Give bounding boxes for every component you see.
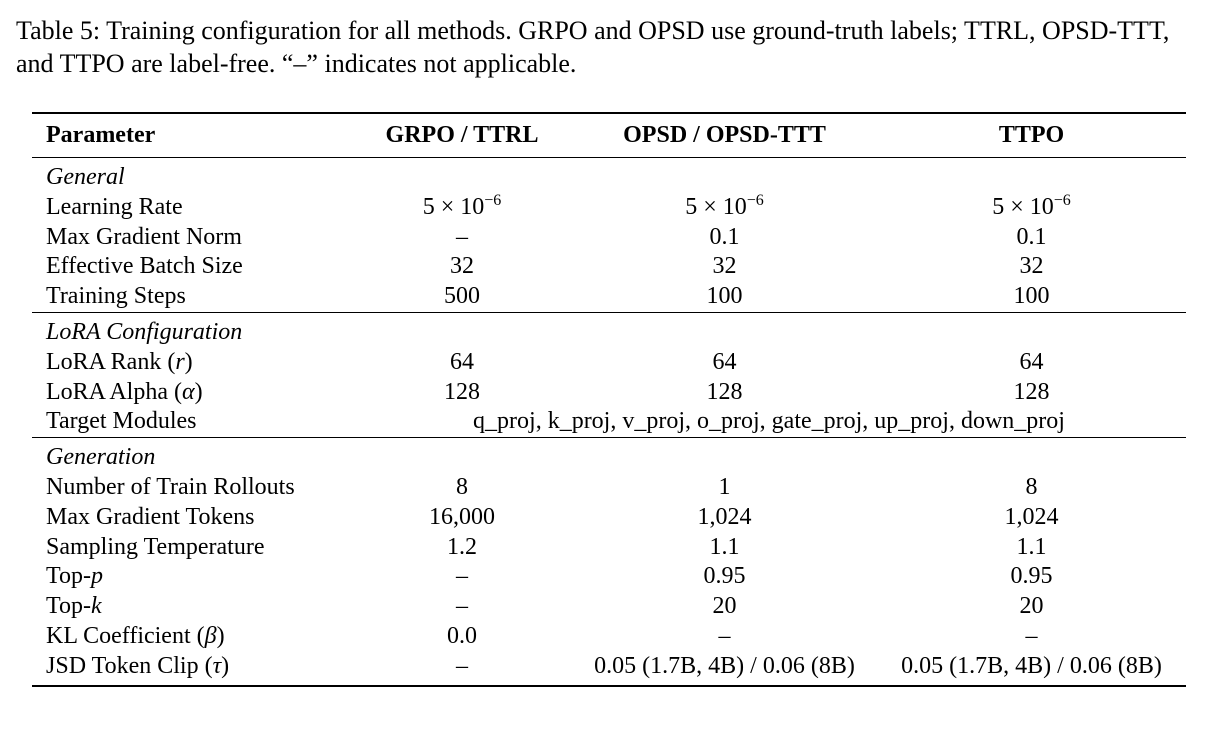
row-label: Number of Train Rollouts [46,473,295,500]
cell: 0.1 [1016,223,1047,250]
row-label: Max Gradient Tokens [46,503,255,530]
cell: 1.1 [1016,533,1047,560]
cell: 100 [706,283,743,310]
section-title: LoRA Configuration [32,311,1186,348]
table-row: KL Coefficient (β) 0.0 – – [32,622,1186,652]
row-label: Max Gradient Norm [46,223,242,250]
section-general: General [32,158,1186,193]
cell: 8 [1025,473,1038,500]
table-row: Max Gradient Norm – 0.1 0.1 [32,223,1186,253]
table-row: LoRA Rank (r) 64 64 64 [32,348,1186,378]
cell: – [718,622,731,649]
table-caption: Table 5: Training configuration for all … [16,16,1170,78]
cell: 32 [712,253,737,280]
section-lora: LoRA Configuration [32,311,1186,348]
cell: 1,024 [1004,503,1059,530]
cell: 64 [712,348,737,375]
cell: 32 [1019,253,1044,280]
cell: 500 [444,283,480,310]
row-label: Training Steps [46,283,186,310]
training-config-table: Parameter GRPO / TTRL OPSD / OPSD-TTT TT… [32,112,1186,687]
table-row: JSD Token Clip (τ) – 0.05 (1.7B, 4B) / 0… [32,651,1186,687]
table-row: LoRA Alpha (α) 128 128 128 [32,378,1186,408]
cell: – [456,593,468,620]
row-label: Effective Batch Size [46,253,243,280]
cell: – [456,563,468,590]
header-opsd: OPSD / OPSD-TTT [572,112,877,158]
cell: 0.05 (1.7B, 4B) / 0.06 (8B) [572,651,877,687]
cell: 5 × 10−6 [685,191,764,220]
row-label: Learning Rate [46,193,183,220]
row-label: Top-k [46,593,102,620]
row-label: JSD Token Clip (τ) [32,651,352,687]
cell: 0.95 [1010,563,1053,590]
section-title: General [46,164,125,190]
header-row: Parameter GRPO / TTRL OPSD / OPSD-TTT TT… [32,112,1186,158]
cell: 128 [1013,378,1050,405]
table-row: Learning Rate 5 × 10−6 5 × 10−6 5 × 10−6 [32,191,1186,223]
cell: – [352,651,572,687]
row-label: LoRA Alpha (α) [46,378,203,405]
cell: 64 [450,348,474,375]
cell: 32 [450,253,474,280]
cell: 1 [718,473,731,500]
table-row: Sampling Temperature 1.2 1.1 1.1 [32,533,1186,563]
cell: 128 [706,378,743,405]
cell: 128 [444,378,480,405]
cell: 64 [1019,348,1044,375]
table-row: Top-p – 0.95 0.95 [32,562,1186,592]
cell: 1.1 [709,533,740,560]
header-grpo-ttrl: GRPO / TTRL [352,112,572,158]
table-row: Top-k – 20 20 [32,592,1186,622]
section-title: Generation [32,437,1186,473]
cell: – [456,223,468,250]
cell: – [1025,622,1038,649]
table-row: Number of Train Rollouts 8 1 8 [32,473,1186,503]
row-label: Top-p [46,563,103,590]
cell: 1.2 [447,533,477,560]
row-label: LoRA Rank (r) [46,348,193,375]
cell: 16,000 [429,503,495,530]
header-ttpo: TTPO [877,112,1186,158]
row-label: Sampling Temperature [46,533,265,560]
cell: 0.95 [703,563,746,590]
cell: 20 [1019,593,1044,620]
table-row: Training Steps 500 100 100 [32,282,1186,312]
cell: 5 × 10−6 [422,191,502,220]
config-table-container: Parameter GRPO / TTRL OPSD / OPSD-TTT TT… [32,112,1186,687]
row-label: KL Coefficient (β) [46,622,225,649]
cell: 5 × 10−6 [992,191,1071,220]
cell: 0.05 (1.7B, 4B) / 0.06 (8B) [877,651,1186,687]
table-row: Effective Batch Size 32 32 32 [32,252,1186,282]
header-parameter: Parameter [32,112,352,158]
cell: 1,024 [697,503,752,530]
cell: 100 [1013,283,1050,310]
section-generation: Generation [32,437,1186,473]
cell: 0.1 [709,223,740,250]
table-row: Target Modules q_proj, k_proj, v_proj, o… [32,407,1186,437]
row-label: Target Modules [46,408,197,435]
cell: 0.0 [447,622,477,649]
cell: 8 [456,473,468,500]
cell: 20 [712,593,737,620]
table-row: Max Gradient Tokens 16,000 1,024 1,024 [32,503,1186,533]
cell-target-modules: q_proj, k_proj, v_proj, o_proj, gate_pro… [473,408,1065,435]
